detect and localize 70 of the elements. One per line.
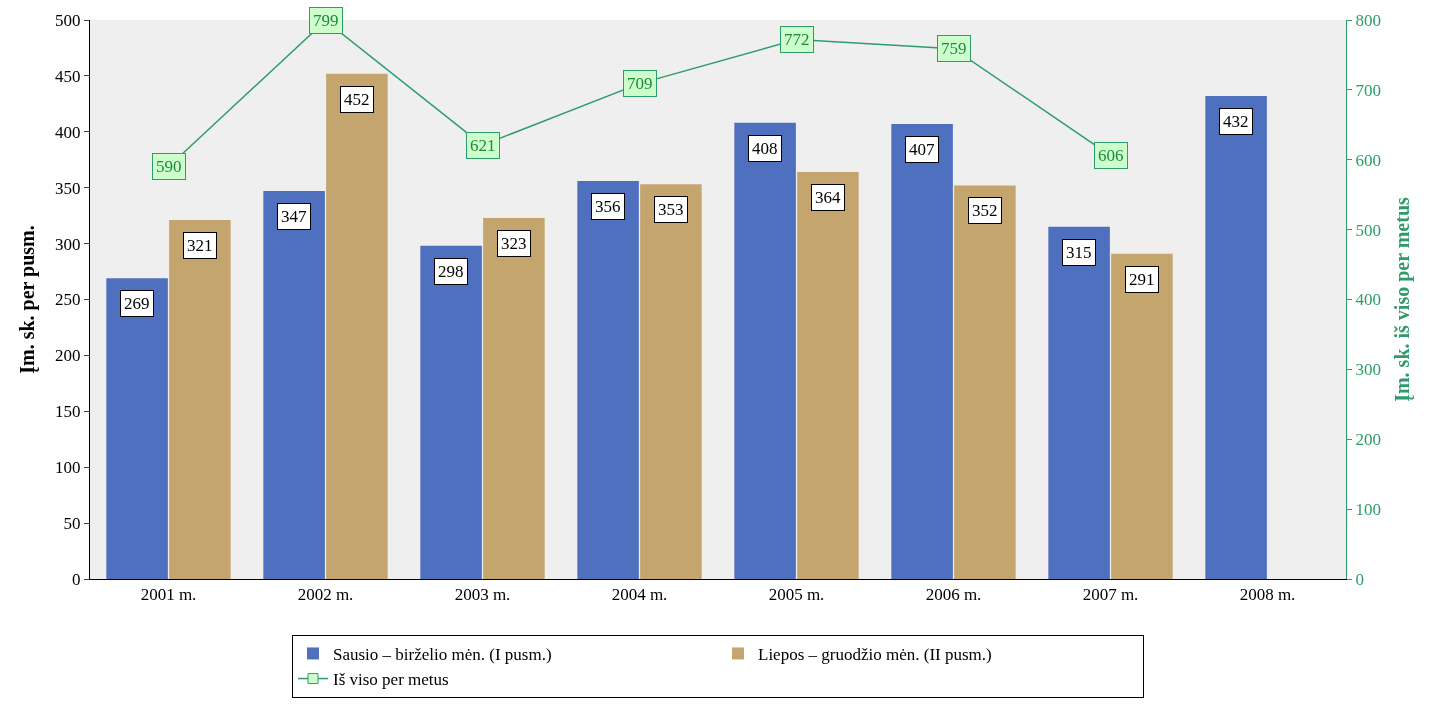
legend-label: Liepos – gruodžio mėn. (II pusm.) <box>758 645 992 665</box>
bar <box>1111 253 1173 579</box>
y-tick-label: 200 <box>55 346 81 366</box>
y2-tick-label: 100 <box>1355 500 1381 520</box>
x-tick-label: 2006 m. <box>925 585 982 605</box>
y2-axis-title: Įm. sk. iš viso per metus <box>1391 196 1415 402</box>
y-tick-label: 50 <box>63 514 81 534</box>
y2-tick-label: 200 <box>1355 430 1381 450</box>
data-label: 364 <box>815 188 841 207</box>
y-tick-label: 450 <box>55 66 81 86</box>
data-label: 323 <box>501 234 527 253</box>
data-label: 709 <box>627 74 653 93</box>
data-label: 347 <box>281 207 307 226</box>
y-tick-label: 400 <box>55 122 81 142</box>
bar <box>734 122 796 579</box>
y-tick-label: 300 <box>55 234 81 254</box>
data-label: 799 <box>313 11 339 30</box>
x-tick-label: 2002 m. <box>297 585 354 605</box>
x-tick-label: 2004 m. <box>611 585 668 605</box>
data-label: 315 <box>1066 243 1092 262</box>
bar <box>326 73 388 579</box>
x-tick-label: 2008 m. <box>1239 585 1296 605</box>
y-tick-label: 150 <box>55 402 81 422</box>
y2-tick-label: 300 <box>1355 360 1381 380</box>
data-label: 321 <box>187 236 213 255</box>
y-tick-label: 250 <box>55 290 81 310</box>
data-label: 352 <box>972 201 998 220</box>
data-label: 772 <box>784 30 810 49</box>
bar <box>797 172 859 579</box>
y-tick-label: 100 <box>55 458 81 478</box>
bar <box>891 123 953 579</box>
y2-tick-label: 600 <box>1355 150 1381 170</box>
bar <box>483 217 545 579</box>
bar <box>954 185 1016 579</box>
x-tick-label: 2001 m. <box>140 585 197 605</box>
y2-tick-label: 400 <box>1355 290 1381 310</box>
x-tick-label: 2003 m. <box>454 585 511 605</box>
bar <box>106 278 168 579</box>
y-tick-label: 0 <box>72 569 81 589</box>
data-label: 452 <box>344 90 370 109</box>
bar <box>420 245 482 579</box>
bar <box>640 184 702 579</box>
legend-label: Iš viso per metus <box>333 670 449 690</box>
y2-tick-label: 700 <box>1355 80 1381 100</box>
y-tick-label: 350 <box>55 178 81 198</box>
data-label: 606 <box>1098 146 1124 165</box>
data-label: 356 <box>595 197 621 216</box>
data-label: 407 <box>909 140 935 159</box>
y2-tick-label: 800 <box>1355 10 1381 30</box>
data-label: 408 <box>752 139 778 158</box>
data-label: 298 <box>438 262 464 281</box>
y2-tick-label: 0 <box>1355 569 1364 589</box>
data-label: 759 <box>941 39 967 58</box>
y2-tick-label: 500 <box>1355 220 1381 240</box>
bar <box>1205 96 1267 579</box>
legend-label: Sausio – birželio mėn. (I pusm.) <box>333 645 552 665</box>
data-label: 590 <box>156 157 182 176</box>
y-tick-label: 500 <box>55 10 81 30</box>
bar <box>169 220 231 579</box>
bar <box>263 191 325 579</box>
bar <box>1048 226 1110 579</box>
x-tick-label: 2007 m. <box>1082 585 1139 605</box>
data-label: 432 <box>1223 112 1249 131</box>
data-label: 353 <box>658 200 684 219</box>
data-label: 621 <box>470 136 496 155</box>
data-label: 291 <box>1129 270 1155 289</box>
bar <box>577 180 639 579</box>
data-label: 269 <box>124 294 150 313</box>
x-tick-label: 2005 m. <box>768 585 825 605</box>
y-axis-title: Įm. sk. per pusm. <box>15 225 39 374</box>
